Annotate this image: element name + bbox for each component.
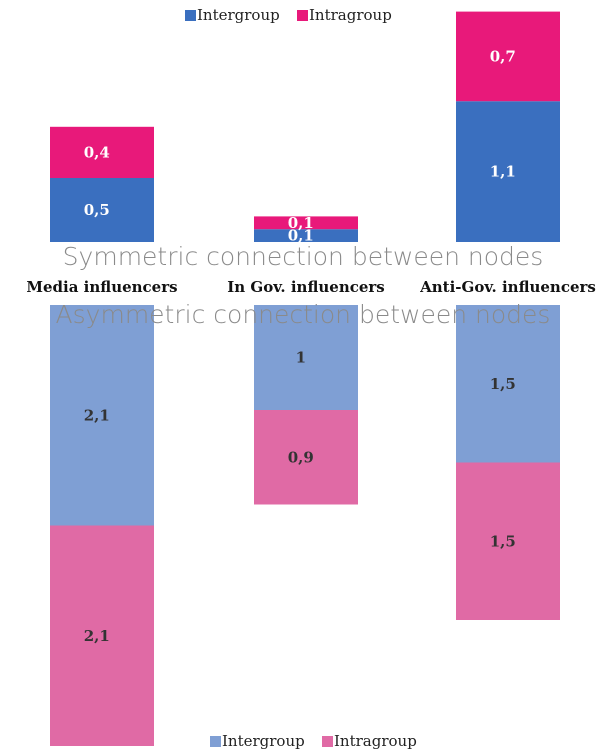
category-label: Media influencers bbox=[26, 278, 177, 296]
data-label: 1,1 bbox=[490, 163, 516, 181]
chart-title: Asymmetric connection between nodes bbox=[56, 300, 551, 329]
bar-segment bbox=[456, 101, 560, 242]
bar-segment bbox=[456, 11, 560, 102]
legend-label: Intergroup bbox=[197, 6, 280, 24]
bar-segment bbox=[254, 229, 358, 242]
data-label: 0,1 bbox=[288, 227, 314, 245]
bar-segment bbox=[254, 216, 358, 230]
chart-title: Symmetric connection between nodes bbox=[63, 242, 544, 271]
data-label: 1 bbox=[296, 349, 306, 367]
bar-segment bbox=[456, 462, 560, 620]
data-label: 0,9 bbox=[288, 448, 314, 466]
legend-label: Intragroup bbox=[309, 6, 392, 24]
bar-segment bbox=[254, 305, 358, 410]
data-label: 0,4 bbox=[84, 143, 110, 161]
data-label: 2,1 bbox=[84, 627, 110, 645]
bar-segment bbox=[50, 126, 154, 178]
bar-segment bbox=[254, 410, 358, 505]
category-label: In Gov. influencers bbox=[227, 278, 385, 296]
legend-label: Intergroup bbox=[222, 732, 305, 750]
bar-segment bbox=[50, 178, 154, 242]
legend-swatch bbox=[322, 736, 333, 747]
category-label: Anti-Gov. influencers bbox=[419, 278, 596, 296]
data-label: 0,1 bbox=[288, 214, 314, 232]
legend-label: Intragroup bbox=[334, 732, 417, 750]
legend-swatch bbox=[185, 10, 196, 21]
bar-segment bbox=[50, 305, 154, 526]
data-label: 1,5 bbox=[490, 375, 516, 393]
data-label: 2,1 bbox=[84, 406, 110, 424]
data-label: 0,5 bbox=[84, 201, 110, 219]
data-label: 0,7 bbox=[490, 47, 516, 65]
data-label: 1,5 bbox=[490, 532, 516, 550]
bar-segment bbox=[50, 525, 154, 746]
bar-segment bbox=[456, 305, 560, 463]
legend-swatch bbox=[210, 736, 221, 747]
legend-swatch bbox=[297, 10, 308, 21]
